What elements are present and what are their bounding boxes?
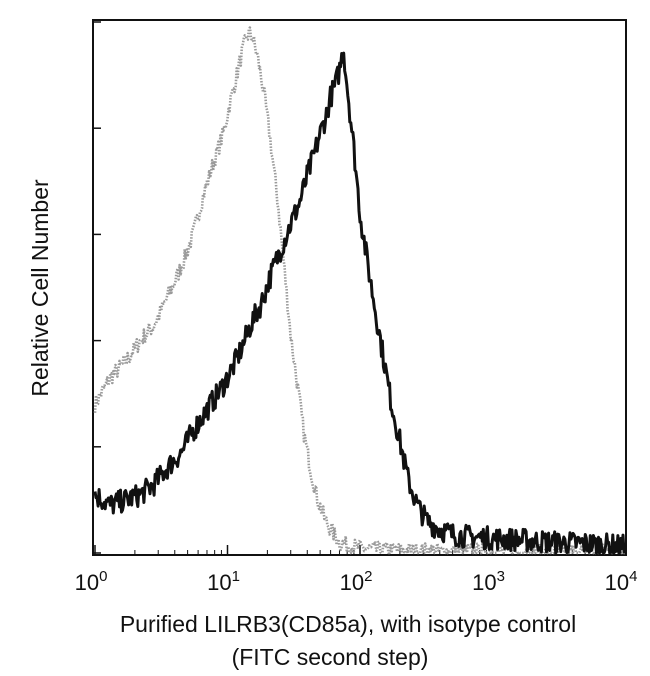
x-axis-label-line2: (FITC second step) (232, 644, 429, 670)
x-tick-label: 101 (207, 568, 240, 595)
x-axis-ticks: 100 101 102 103 104 (75, 545, 638, 595)
x-tick-label: 100 (75, 568, 108, 595)
x-axis-label: Purified LILRB3(CD85a), with isotype con… (120, 611, 576, 637)
x-tick-label: 102 (340, 568, 373, 595)
x-tick-label: 104 (605, 568, 638, 595)
histogram-series (93, 26, 627, 555)
y-axis-label: Relative Cell Number (27, 179, 53, 397)
x-tick-label: 103 (472, 568, 505, 595)
stained-sample-curve (93, 51, 627, 555)
y-axis-ticks (93, 21, 101, 554)
isotype-control-curve (93, 26, 626, 555)
